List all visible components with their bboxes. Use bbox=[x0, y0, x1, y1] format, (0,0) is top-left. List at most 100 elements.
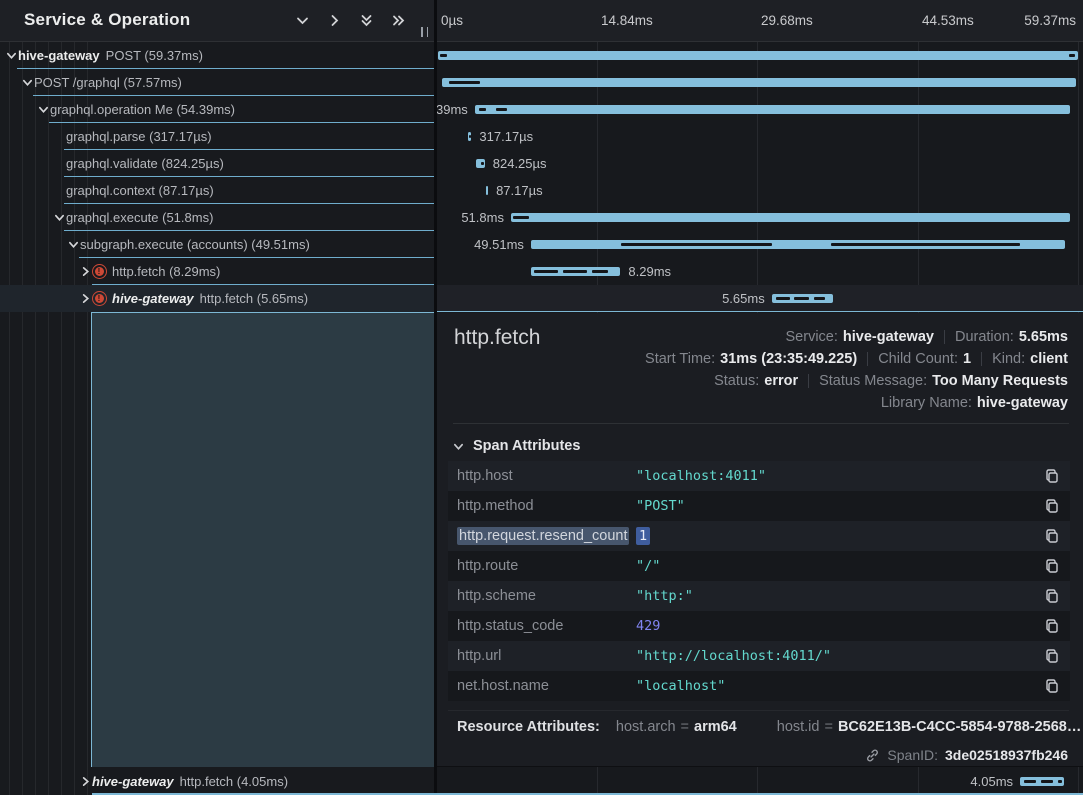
attribute-row[interactable]: http.route "/" bbox=[448, 551, 1070, 581]
attribute-row[interactable]: http.host "localhost:4011" bbox=[448, 461, 1070, 491]
attribute-row[interactable]: net.host.name "localhost" bbox=[448, 671, 1070, 701]
tree-indent-guide bbox=[61, 42, 62, 795]
child-span-mark bbox=[479, 108, 487, 111]
span-duration-label: 51.8ms bbox=[461, 210, 504, 225]
chevron-down-icon[interactable] bbox=[68, 239, 79, 250]
span-attributes-table: http.host "localhost:4011" http.method "POS… bbox=[448, 461, 1070, 701]
meta-value: hive-gateway bbox=[842, 329, 934, 345]
resource-equals: = bbox=[824, 718, 833, 735]
span-tree-row[interactable]: hive-gateway http.fetch (4.05ms) bbox=[0, 768, 434, 795]
attribute-row[interactable]: http.url "http://localhost:4011/" bbox=[448, 641, 1070, 671]
span-duration-bar[interactable] bbox=[441, 78, 1076, 87]
span-duration-bar[interactable] bbox=[530, 240, 1066, 249]
timeline-ruler: 0µs 14.84ms 29.68ms 44.53ms 59.37ms bbox=[437, 0, 1083, 42]
span-tree-row[interactable]: ! http.fetch (8.29ms) bbox=[0, 258, 434, 285]
error-icon: ! bbox=[92, 291, 107, 306]
span-duration-bar[interactable] bbox=[467, 132, 472, 141]
chevron-right-icon[interactable] bbox=[80, 293, 91, 304]
resource-value: BC62E13B-C4CC-5854-9788-2568… bbox=[837, 718, 1082, 735]
span-row-underline bbox=[64, 149, 434, 150]
meta-divider bbox=[981, 352, 983, 366]
span-tree-row[interactable]: hive-gateway POST (59.37ms) bbox=[0, 42, 434, 69]
attribute-row[interactable]: http.status_code 429 bbox=[448, 611, 1070, 641]
span-tree-row[interactable]: graphql.operation Me (54.39ms) bbox=[0, 96, 434, 123]
span-duration-bar[interactable] bbox=[485, 186, 489, 195]
copy-icon[interactable] bbox=[1044, 468, 1060, 487]
copy-icon[interactable] bbox=[1044, 528, 1060, 547]
span-row-underline bbox=[64, 176, 434, 177]
span-id-label: SpanID: bbox=[887, 747, 938, 763]
chevron-down-icon[interactable] bbox=[54, 212, 65, 223]
span-duration-bar[interactable] bbox=[475, 159, 485, 168]
meta-value: client bbox=[1030, 351, 1068, 367]
span-tree-row[interactable]: subgraph.execute (accounts) (49.51ms) bbox=[0, 231, 434, 258]
child-span-mark bbox=[1057, 780, 1063, 783]
resource-key: host.id bbox=[776, 718, 820, 735]
copy-icon[interactable] bbox=[1044, 618, 1060, 637]
span-duration-bar[interactable] bbox=[771, 294, 833, 303]
meta-label: Child Count: bbox=[878, 351, 958, 367]
attribute-row[interactable]: http.method "POST" bbox=[448, 491, 1070, 521]
copy-icon[interactable] bbox=[1044, 558, 1060, 577]
span-id-row: SpanID: 3de02518937fb246 bbox=[865, 745, 1068, 765]
child-span-mark bbox=[481, 162, 484, 165]
timeline-row: 54.39ms bbox=[437, 96, 1083, 123]
copy-icon[interactable] bbox=[1044, 498, 1060, 517]
timeline-row: 57.57ms bbox=[437, 69, 1083, 96]
span-duration-label: 49.51ms bbox=[474, 237, 524, 252]
span-row-underline bbox=[17, 68, 434, 69]
chevron-down-icon[interactable] bbox=[22, 77, 33, 88]
meta-label: Duration: bbox=[954, 329, 1014, 345]
attribute-row[interactable]: http.request.resend_count 1 bbox=[448, 521, 1070, 551]
meta-label: Kind: bbox=[992, 351, 1026, 367]
attribute-row[interactable]: http.scheme "http:" bbox=[448, 581, 1070, 611]
panel-splitter[interactable] bbox=[434, 0, 437, 795]
span-tree-row[interactable]: graphql.validate (824.25µs) bbox=[0, 150, 434, 177]
collapse-all-icon[interactable] bbox=[359, 13, 374, 28]
meta-label: Start Time: bbox=[645, 351, 716, 367]
span-operation-label: graphql.parse (317.17µs) bbox=[66, 129, 212, 144]
span-meta-line: Status: error Status Message: Too Many Requ… bbox=[714, 371, 1068, 391]
span-attributes-toggle[interactable]: Span Attributes bbox=[453, 438, 580, 454]
panel-resize-handle[interactable] bbox=[420, 26, 429, 38]
detail-divider bbox=[453, 423, 1069, 424]
span-tree-row[interactable]: ! hive-gateway http.fetch (5.65ms) bbox=[0, 285, 434, 312]
span-duration-bar[interactable] bbox=[530, 267, 621, 276]
copy-icon[interactable] bbox=[1044, 588, 1060, 607]
chevron-down-icon[interactable] bbox=[6, 50, 17, 61]
span-duration-label: 54.39ms bbox=[437, 102, 468, 117]
span-operation-label: http.fetch (4.05ms) bbox=[179, 774, 289, 789]
span-duration-label: 5.65ms bbox=[722, 291, 765, 306]
span-tree-row[interactable]: graphql.context (87.17µs) bbox=[0, 177, 434, 204]
span-duration-bar[interactable] bbox=[474, 105, 1070, 114]
span-operation-label: http.fetch (5.65ms) bbox=[199, 291, 309, 306]
link-icon[interactable] bbox=[865, 748, 880, 763]
collapse-one-icon[interactable] bbox=[295, 13, 310, 28]
child-span-mark bbox=[1040, 780, 1054, 783]
span-duration-label: 8.29ms bbox=[628, 264, 672, 279]
meta-label: Library Name: bbox=[880, 395, 972, 411]
meta-value: error bbox=[764, 373, 799, 389]
error-icon: ! bbox=[92, 264, 107, 279]
span-duration-label: 317.17µs bbox=[479, 129, 534, 144]
span-tree-row[interactable]: graphql.execute (51.8ms) bbox=[0, 204, 434, 231]
meta-divider bbox=[867, 352, 869, 366]
chevron-right-icon[interactable] bbox=[80, 266, 91, 277]
attribute-value: "http://localhost:4011/" bbox=[636, 648, 832, 664]
chevron-right-icon[interactable] bbox=[80, 776, 91, 787]
resource-attributes-row[interactable]: Resource Attributes: host.arch = arm64 host.… bbox=[448, 710, 1081, 742]
chevron-down-icon[interactable] bbox=[38, 104, 49, 115]
tree-indent-guide bbox=[22, 42, 23, 795]
span-duration-bar[interactable] bbox=[437, 51, 1078, 60]
expand-all-icon[interactable] bbox=[391, 13, 406, 28]
copy-icon[interactable] bbox=[1044, 678, 1060, 697]
span-duration-bar[interactable] bbox=[510, 213, 1071, 222]
span-row-underline bbox=[49, 122, 434, 123]
span-tree-panel: hive-gateway POST (59.37ms) POST /graphql … bbox=[0, 0, 434, 795]
span-tree-row[interactable]: POST /graphql (57.57ms) bbox=[0, 69, 434, 96]
span-service-name: hive-gateway bbox=[18, 48, 100, 63]
expand-one-icon[interactable] bbox=[327, 13, 342, 28]
copy-icon[interactable] bbox=[1044, 648, 1060, 667]
span-duration-bar[interactable] bbox=[1020, 777, 1064, 786]
span-tree-row[interactable]: graphql.parse (317.17µs) bbox=[0, 123, 434, 150]
